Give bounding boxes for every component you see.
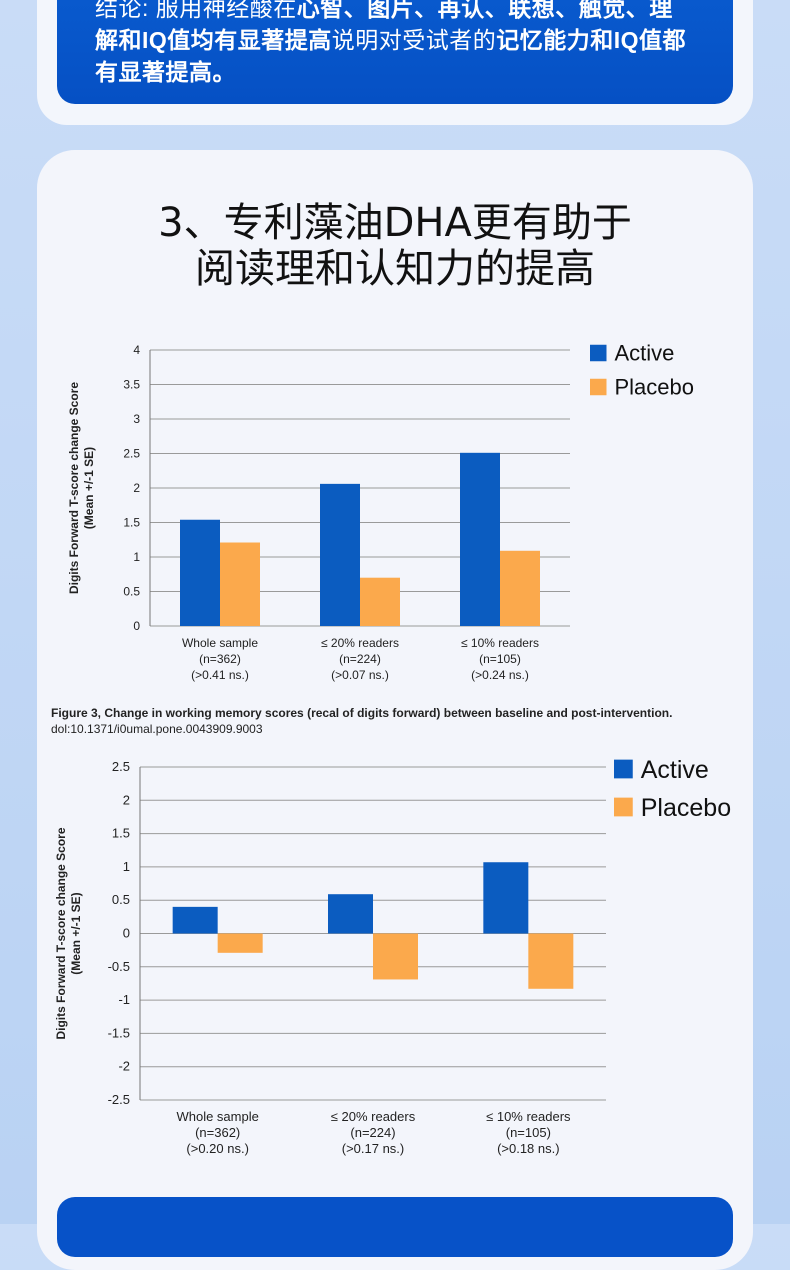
category-label: (n=224): [339, 652, 381, 666]
category-label: (n=105): [479, 652, 521, 666]
category-label: Whole sample: [182, 636, 258, 650]
conclusion-box: 结论: 服用神经酸在心智、图片、再认、联想、触觉、理解和IQ值均有显著提高说明对…: [57, 0, 733, 104]
category-label: (>0.20 ns.): [186, 1141, 249, 1156]
y-tick-label: 1.5: [112, 826, 130, 841]
title-line: 阅读理和认知力的提高: [195, 246, 595, 292]
y-tick-label: 2.5: [112, 759, 130, 774]
legend-label: Placebo: [641, 794, 731, 822]
category-label: (n=224): [350, 1125, 395, 1140]
y-tick-label: -2.5: [108, 1092, 130, 1107]
y-tick-label: 3: [133, 412, 140, 426]
bar-active: [320, 483, 360, 626]
chart-2: -2.5 -2 -1.5 -1 -0.5 0 0.5 1 1.5 2 2.5 Whole sample…: [54, 756, 731, 1156]
category-label: (>0.18 ns.): [497, 1141, 560, 1156]
y-tick-label: 0.5: [123, 585, 140, 599]
bar-active: [180, 519, 220, 626]
bar-placebo: [217, 933, 263, 953]
category-label: (>0.17 ns.): [342, 1141, 405, 1156]
category-label: ≤ 20% readers: [321, 636, 399, 650]
category-label: Whole sample: [176, 1109, 258, 1124]
y-tick-label: 2: [133, 481, 140, 495]
y-tick-label: 4: [133, 343, 140, 357]
y-tick-label: 1: [133, 550, 140, 564]
caption-line1: Figure 3, Change in working memory score…: [51, 706, 673, 720]
legend-label: Active: [641, 756, 709, 784]
y-axis-label: (Mean +/-1 SE): [82, 447, 96, 529]
y-axis-label: Digits Forward T-score change Score: [54, 827, 68, 1039]
y-tick-label: -2: [118, 1059, 130, 1074]
y-tick-label: 3.5: [123, 378, 140, 392]
y-tick-label: 1: [123, 859, 130, 874]
y-tick-label: -1: [118, 992, 130, 1007]
legend-swatch: [590, 378, 607, 396]
y-tick-label: 0: [123, 926, 130, 941]
y-tick-label: 0.5: [112, 892, 130, 907]
conclusion-highlight: 记忆能力和IQ值都有显著提高。: [95, 27, 687, 85]
category-label: (n=105): [506, 1125, 551, 1140]
section-card: [37, 150, 753, 1270]
legend-swatch: [614, 797, 633, 817]
bar-active: [328, 894, 373, 934]
conclusion-text: 说明对受试者的: [331, 27, 497, 53]
bar-active: [483, 862, 529, 934]
bar-placebo: [528, 933, 574, 989]
bar-placebo: [220, 542, 260, 626]
y-tick-label: -0.5: [108, 959, 130, 974]
category-label: (n=362): [195, 1125, 240, 1140]
bar-active: [172, 906, 218, 934]
next-section-box: [57, 1197, 733, 1257]
legend-swatch: [590, 344, 607, 362]
legend-label: Active: [615, 341, 675, 366]
y-axis-label: (Mean +/-1 SE): [69, 892, 83, 974]
category-label: (n=362): [199, 652, 241, 666]
conclusion-highlight: 心智、图片、再认、联想、触觉、理解和IQ值均有显著提高: [95, 0, 673, 53]
category-label: (>0.24 ns.): [471, 668, 529, 682]
bar-placebo: [500, 550, 540, 626]
category-label: ≤ 10% readers: [486, 1109, 571, 1124]
legend-label: Placebo: [615, 375, 695, 400]
section-title: 3、专利藻油DHA更有助于 阅读理和认知力的提高: [0, 200, 790, 292]
category-label: ≤ 20% readers: [331, 1109, 416, 1124]
caption-line2: dol:10.1371/i0umal.pone.0043909.9003: [51, 722, 263, 736]
y-axis-label: Digits Forward T-score change Score: [67, 382, 81, 594]
y-tick-label: 2: [123, 792, 130, 807]
category-label: ≤ 10% readers: [461, 636, 539, 650]
figure-caption: Figure 3, Change in working memory score…: [51, 705, 672, 737]
conclusion-text: 结论: 服用神经酸在: [95, 0, 297, 21]
chart-1: 0 0.5 1 1.5 2 2.5 3 3.5 4 Whole sample (n=362) (>0.…: [67, 341, 695, 682]
y-tick-label: 1.5: [123, 516, 140, 530]
legend-swatch: [614, 759, 633, 779]
y-tick-label: -1.5: [108, 1025, 130, 1040]
bar-active: [460, 452, 500, 626]
y-tick-label: 0: [133, 619, 140, 633]
category-label: (>0.07 ns.): [331, 668, 389, 682]
title-line: 3、专利藻油DHA更有助于: [158, 200, 632, 246]
category-label: (>0.41 ns.): [191, 668, 249, 682]
y-tick-label: 2.5: [123, 447, 140, 461]
bar-placebo: [360, 577, 400, 626]
bar-placebo: [373, 933, 418, 980]
